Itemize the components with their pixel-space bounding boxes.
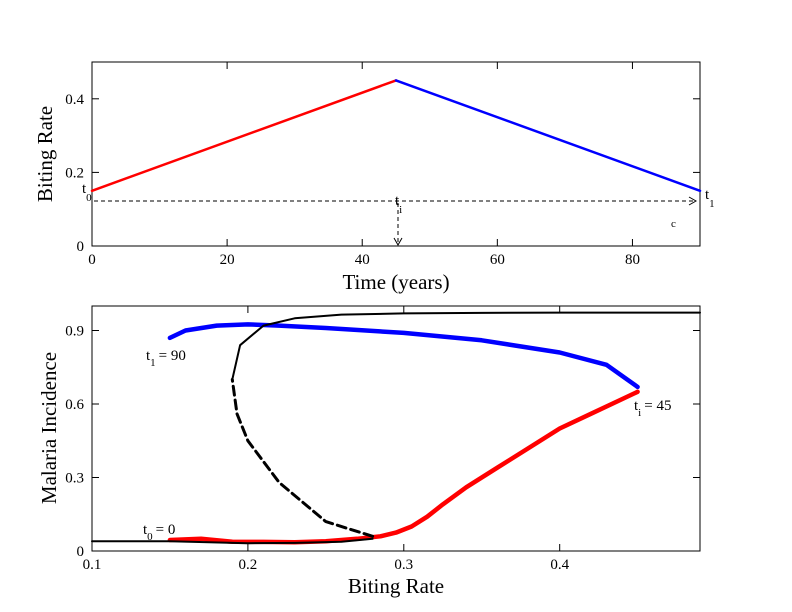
bottom-y-axis-title: Malaria Incidence bbox=[37, 352, 61, 504]
top-x-tick-label: 40 bbox=[355, 252, 370, 268]
annotation-t0-0: t0 = 0 bbox=[143, 522, 175, 543]
top-x-ticks: 0 20 40 60 80 bbox=[88, 62, 640, 268]
bottom-x-ticks: 0.1 0.2 0.3 0.4 bbox=[83, 306, 570, 573]
bottom-y-tick-label: 0.6 bbox=[65, 397, 84, 413]
bottom-y-tick-label: 0 bbox=[77, 544, 85, 560]
annotation-t1: t1 bbox=[705, 187, 715, 210]
bottom-x-tick-label: 0.4 bbox=[550, 557, 569, 573]
bottom-x-tick-label: 0.3 bbox=[394, 557, 413, 573]
bottom-series-line-1 bbox=[167, 322, 640, 390]
top-y-tick-label: 0 bbox=[77, 239, 85, 255]
top-dashed-arrowhead bbox=[688, 196, 698, 206]
annotation-t1-90: t1 = 90 bbox=[146, 348, 186, 369]
bottom-series-line-2 bbox=[91, 537, 374, 545]
bottom-y-tick-label: 0.3 bbox=[65, 471, 84, 487]
bottom-x-tick-label: 0.2 bbox=[239, 557, 258, 573]
top-y-ticks: 0 0.2 0.4 bbox=[65, 92, 700, 255]
top-y-axis-title: Biting Rate bbox=[33, 106, 57, 202]
top-x-tick-label: 60 bbox=[490, 252, 505, 268]
top-x-tick-label: 20 bbox=[220, 252, 235, 268]
top-plot-frame bbox=[91, 61, 701, 247]
annotation-c: c bbox=[671, 218, 676, 230]
bottom-x-tick-label: 0.1 bbox=[83, 557, 102, 573]
annotation-ti-45: ti = 45 bbox=[634, 398, 671, 419]
bottom-series-line-4 bbox=[231, 311, 701, 381]
bottom-series-line-0 bbox=[167, 389, 640, 545]
top-panel: 0 20 40 60 80 0 0.2 0.4 Time (years) Biting Ra… bbox=[33, 61, 715, 294]
bottom-x-axis-title: Biting Rate bbox=[348, 574, 444, 598]
annotation-ti: ti bbox=[395, 193, 402, 216]
bottom-y-tick-label: 0.9 bbox=[65, 324, 84, 340]
annotation-t0: t0 bbox=[82, 181, 92, 204]
top-series-line-1 bbox=[394, 79, 702, 193]
top-dashed-ti-arrowhead bbox=[393, 237, 403, 247]
bottom-panel: 0.1 0.2 0.3 0.4 0 0.3 0.6 0.9 Biting Rate Mala… bbox=[37, 305, 701, 598]
bottom-plot-frame bbox=[91, 305, 701, 552]
bottom-y-ticks: 0 0.3 0.6 0.9 bbox=[65, 324, 700, 560]
top-x-tick-label: 0 bbox=[88, 252, 96, 268]
bottom-series-group bbox=[91, 311, 701, 545]
top-x-axis-title: Time (years) bbox=[342, 270, 449, 294]
top-y-tick-label: 0.4 bbox=[65, 92, 84, 108]
top-series-line-0 bbox=[90, 79, 398, 193]
top-x-tick-label: 80 bbox=[625, 252, 640, 268]
top-y-tick-label: 0.2 bbox=[65, 165, 84, 181]
bottom-series-line-3 bbox=[230, 378, 375, 538]
top-series-group bbox=[90, 79, 702, 193]
